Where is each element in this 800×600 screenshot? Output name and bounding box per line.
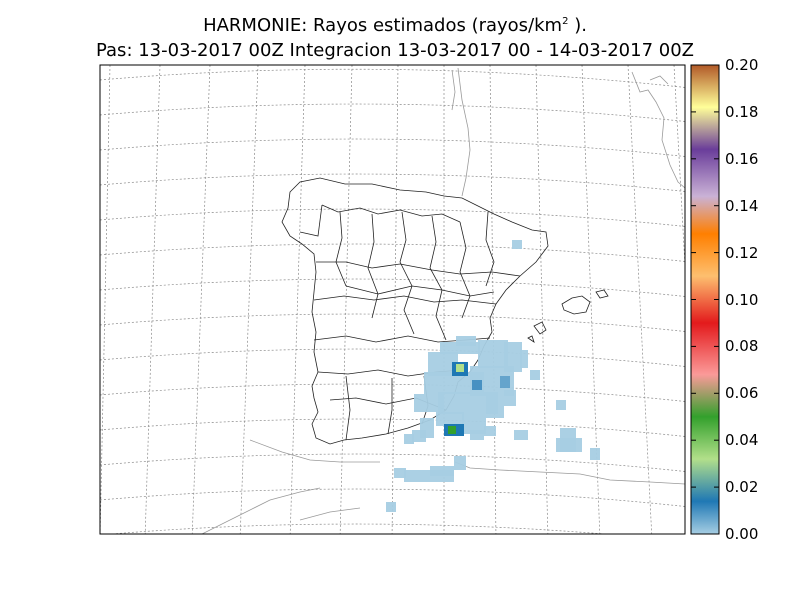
colorbar-tick-label: 0.04 xyxy=(725,431,759,450)
colorbar-tick-label: 0.10 xyxy=(725,290,759,309)
title-text: HARMONIE: Rayos estimados (rayos/km xyxy=(203,15,563,36)
colorbar-tick-label: 0.14 xyxy=(725,196,759,215)
map-frame xyxy=(99,64,686,535)
lightning-density-peaks xyxy=(444,362,510,436)
colorbar-tick-label: 0.06 xyxy=(725,384,759,403)
balearic-islands xyxy=(527,289,609,343)
colorbar-tick-label: 0.08 xyxy=(725,337,759,356)
title-superscript: 2 xyxy=(562,16,569,27)
colorbar-tick-label: 0.16 xyxy=(725,149,759,168)
colorbar-tick-label: 0.20 xyxy=(725,56,759,74)
graticule xyxy=(100,65,685,534)
colorbar-tick-label: 0.02 xyxy=(725,478,759,497)
colorbar-tick-label: 0.18 xyxy=(725,102,759,121)
title-suffix: ). xyxy=(568,15,587,36)
lightning-density-field xyxy=(386,240,600,512)
map-title-line2: Pas: 13-03-2017 00Z Integracion 13-03-20… xyxy=(95,40,694,61)
coastlines xyxy=(201,67,685,534)
colorbar xyxy=(690,64,720,535)
colorbar-tick-label: 0.12 xyxy=(725,243,759,262)
colorbar-tick-label: 0.00 xyxy=(725,525,759,543)
map-title-line1: HARMONIE: Rayos estimados (rayos/km2 ). xyxy=(0,16,790,36)
